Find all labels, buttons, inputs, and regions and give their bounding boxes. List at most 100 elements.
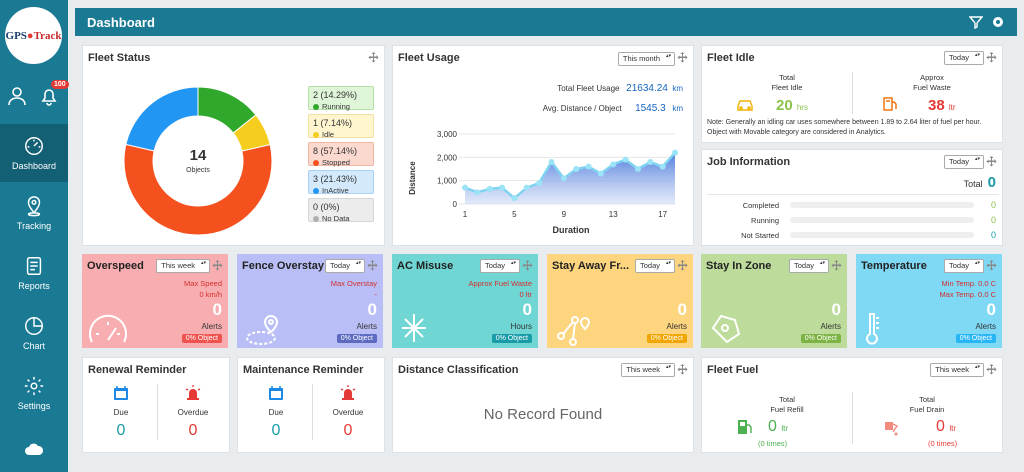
logo-part2: Track — [33, 29, 62, 42]
maintenance-reminder-panel: Maintenance Reminder Due 0 Overdue 0 — [237, 357, 385, 453]
period-select[interactable]: Today — [788, 259, 829, 273]
move-icon[interactable] — [986, 364, 997, 375]
usage-point[interactable] — [474, 189, 481, 196]
period-select[interactable]: Today — [943, 155, 984, 169]
usage-point[interactable] — [622, 156, 629, 163]
donut-slice-stopped[interactable] — [123, 143, 273, 236]
avg-distance-unit: km — [672, 104, 683, 113]
alert-card-zone[interactable]: Stay In Zone Today 0 Alerts 0% Object — [701, 254, 847, 348]
usage-point[interactable] — [462, 184, 468, 191]
sidebar-item-label: Settings — [17, 401, 51, 411]
usage-point[interactable] — [560, 175, 567, 182]
legend-item-idle[interactable]: 1 (7.14%) Idle — [308, 114, 374, 139]
usage-point[interactable] — [585, 163, 592, 170]
usage-point[interactable] — [659, 163, 666, 170]
legend-item-no-data[interactable]: 0 (0%) No Data — [308, 198, 374, 223]
user-icon[interactable] — [5, 84, 29, 108]
bell-icon[interactable]: 100 — [37, 80, 69, 108]
sidebar: GPS●Track 100 Dashboard Tracking Reports… — [0, 0, 69, 472]
move-icon[interactable] — [368, 52, 379, 63]
legend-value: 3 (21.43%) — [313, 174, 358, 184]
period-select[interactable]: Today — [634, 259, 675, 273]
sidebar-item-label: Chart — [22, 341, 45, 351]
logo[interactable]: GPS●Track — [5, 7, 62, 64]
move-icon[interactable] — [677, 260, 688, 271]
period-select[interactable]: This month — [617, 52, 675, 66]
job-total-value: 0 — [987, 174, 996, 191]
donut-slice-idle[interactable] — [232, 114, 271, 152]
card-title: Stay Away Fr... — [552, 260, 630, 272]
period-select[interactable]: Today — [479, 259, 520, 273]
move-icon[interactable] — [677, 364, 688, 375]
legend-item-stopped[interactable]: 8 (57.14%) Stopped — [308, 142, 374, 167]
gear-icon — [24, 376, 44, 396]
legend-item-inactive[interactable]: 3 (21.43%) InActive — [308, 170, 374, 195]
usage-area — [465, 152, 675, 204]
settings-gear-icon[interactable] — [991, 15, 1005, 29]
move-icon[interactable] — [522, 260, 533, 271]
usage-point[interactable] — [499, 184, 506, 191]
maintenance-due-value: 0 — [271, 422, 281, 439]
move-icon[interactable] — [986, 156, 997, 167]
alert-card-thermometer[interactable]: Temperature Today Min Temp. 0.0 C Max Temp.… — [856, 254, 1002, 348]
donut-slice-inactive[interactable] — [125, 86, 199, 152]
y-axis-label: Distance — [408, 161, 417, 195]
move-icon[interactable] — [986, 260, 997, 271]
period-select[interactable]: Today — [324, 259, 365, 273]
legend-item-running[interactable]: 2 (14.29%) Running — [308, 86, 374, 111]
move-icon[interactable] — [212, 260, 223, 271]
x-tick-label: 1 — [463, 210, 468, 219]
fleet-fuel-panel: Fleet Fuel This week Total Fuel Refill 0… — [701, 357, 1003, 453]
period-select[interactable]: This week — [156, 259, 210, 273]
period-select[interactable]: This week — [621, 363, 675, 377]
job-row-bar — [790, 202, 974, 208]
job-row-value: 0 — [990, 230, 996, 240]
x-tick-label: 9 — [562, 210, 567, 219]
legend-dot — [313, 187, 319, 194]
empty-state: No Record Found — [483, 406, 603, 423]
usage-point[interactable] — [486, 185, 493, 192]
sidebar-item-reports[interactable]: Reports — [0, 244, 68, 302]
sidebar-item-dashboard[interactable]: Dashboard — [0, 124, 68, 182]
filter-icon[interactable] — [969, 15, 983, 29]
move-icon[interactable] — [677, 52, 688, 63]
fuel-waste-label2: Fuel Waste — [913, 83, 951, 92]
card-info-1: Approx Fuel Waste — [468, 279, 533, 288]
card-info-2: - — [374, 290, 378, 299]
x-axis-label: Duration — [553, 225, 590, 235]
usage-point[interactable] — [536, 180, 543, 186]
period-select[interactable]: Today — [943, 259, 984, 273]
donut-total-label: Objects — [186, 167, 210, 174]
cloud-icon[interactable] — [24, 442, 44, 458]
renewal-due-label: Due — [113, 408, 129, 417]
sidebar-item-settings[interactable]: Settings — [0, 364, 68, 422]
usage-point[interactable] — [610, 161, 617, 168]
fuel-refill-label2: Fuel Refill — [770, 405, 804, 414]
usage-point[interactable] — [597, 170, 604, 177]
usage-point[interactable] — [523, 184, 530, 191]
usage-point[interactable] — [511, 195, 518, 202]
move-icon[interactable] — [367, 260, 378, 271]
card-title: Fence Overstay — [242, 260, 324, 272]
legend-dot — [313, 131, 319, 138]
total-usage-unit: km — [672, 84, 683, 93]
fuel-drain-label2: Fuel Drain — [909, 405, 945, 414]
usage-point[interactable] — [634, 166, 641, 172]
calendar-icon — [269, 386, 283, 400]
donut-slice-running[interactable] — [197, 86, 257, 134]
move-icon[interactable] — [831, 260, 842, 271]
sidebar-item-chart[interactable]: Chart — [0, 304, 68, 362]
period-select[interactable]: Today — [943, 51, 984, 65]
move-icon[interactable] — [986, 52, 997, 63]
usage-point[interactable] — [647, 159, 654, 165]
alert-card-speedometer[interactable]: Overspeed This week Max Speed 0 km/h0 Alerts… — [82, 254, 228, 348]
x-tick-label: 13 — [609, 210, 618, 219]
period-select[interactable]: This week — [930, 363, 984, 377]
usage-point[interactable] — [672, 149, 678, 156]
usage-point[interactable] — [573, 166, 580, 172]
usage-point[interactable] — [548, 159, 555, 165]
sidebar-item-tracking[interactable]: Tracking — [0, 184, 68, 242]
alert-card-route[interactable]: Stay Away Fr... Today 0 Alerts 0% Object — [547, 254, 693, 348]
